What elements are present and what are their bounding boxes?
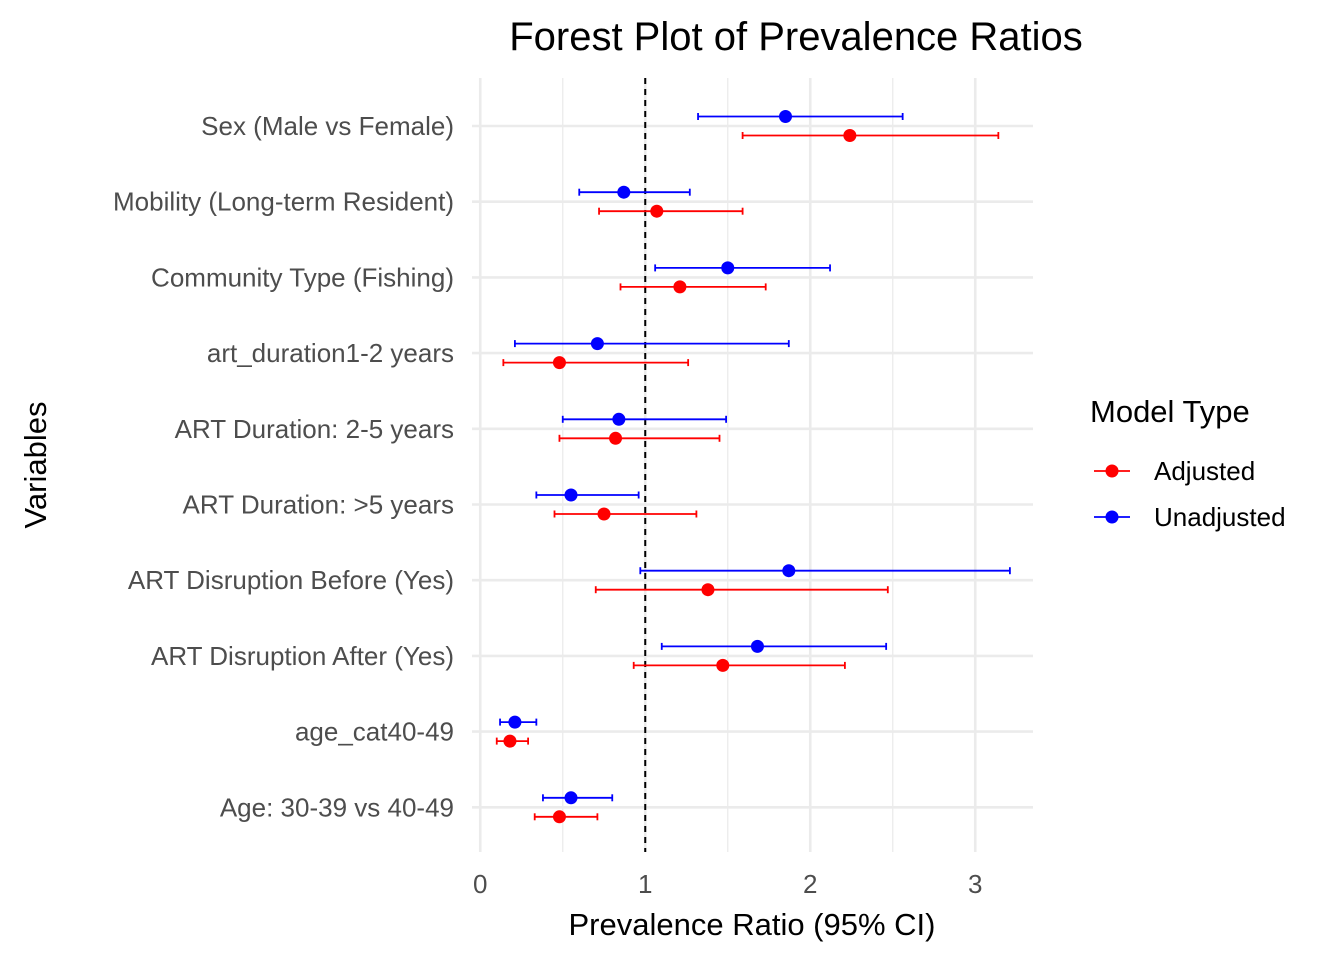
y-tick-label: Community Type (Fishing): [151, 262, 454, 292]
estimate-point: [609, 431, 623, 445]
y-axis-title: Variables: [18, 402, 53, 529]
x-tick-label: 1: [638, 869, 652, 899]
estimate-point: [782, 564, 796, 578]
legend-label: Adjusted: [1154, 456, 1255, 486]
estimate-point: [721, 261, 735, 275]
series-unadjusted: [499, 110, 1011, 805]
estimate-point: [590, 337, 604, 351]
x-tick-labels: 0 1 2 3: [473, 869, 982, 899]
y-tick-label: ART Duration: 2-5 years: [175, 414, 454, 444]
estimate-point: [617, 185, 631, 199]
x-tick-label: 2: [803, 869, 817, 899]
legend-label: Unadjusted: [1154, 502, 1286, 532]
legend-key-point: [1105, 510, 1119, 524]
y-tick-label: ART Disruption After (Yes): [151, 641, 454, 671]
estimate-point: [503, 734, 517, 748]
estimate-point: [779, 110, 792, 123]
estimate-point: [564, 791, 578, 805]
legend-key-point: [1105, 464, 1119, 478]
y-tick-label: Age: 30-39 vs 40-49: [220, 792, 454, 822]
estimate-point: [843, 129, 857, 142]
legend-item-adjusted: Adjusted: [1094, 456, 1255, 486]
y-tick-label: age_cat40-49: [295, 717, 454, 747]
estimate-point: [701, 583, 715, 597]
legend-item-unadjusted: Unadjusted: [1094, 502, 1286, 532]
estimate-point: [612, 412, 626, 426]
y-tick-label: Mobility (Long-term Resident): [113, 187, 454, 217]
y-tick-label: art_duration1-2 years: [207, 338, 454, 368]
estimate-point: [650, 204, 664, 218]
y-tick-label: ART Disruption Before (Yes): [128, 565, 454, 595]
y-tick-label: Sex (Male vs Female): [201, 111, 454, 141]
estimate-point: [750, 639, 764, 653]
grid: [472, 78, 1033, 852]
estimate-point: [552, 356, 566, 370]
estimate-point: [716, 658, 730, 672]
estimate-point: [508, 715, 522, 729]
y-tick-label: ART Duration: >5 years: [183, 490, 454, 520]
series-adjusted: [495, 129, 1000, 824]
estimate-point: [552, 810, 566, 824]
y-tick-labels: Sex (Male vs Female) Mobility (Long-term …: [113, 111, 454, 822]
legend-title: Model Type: [1090, 394, 1250, 429]
data-marks: [495, 110, 1011, 824]
estimate-point: [597, 507, 611, 521]
x-tick-label: 0: [473, 869, 487, 899]
chart-title: Forest Plot of Prevalence Ratios: [509, 15, 1083, 59]
estimate-point: [673, 280, 687, 294]
x-axis-title: Prevalence Ratio (95% CI): [569, 907, 936, 942]
estimate-point: [564, 488, 578, 502]
legend: Model Type Adjusted Unadjusted: [1090, 394, 1286, 532]
x-tick-label: 3: [968, 869, 982, 899]
